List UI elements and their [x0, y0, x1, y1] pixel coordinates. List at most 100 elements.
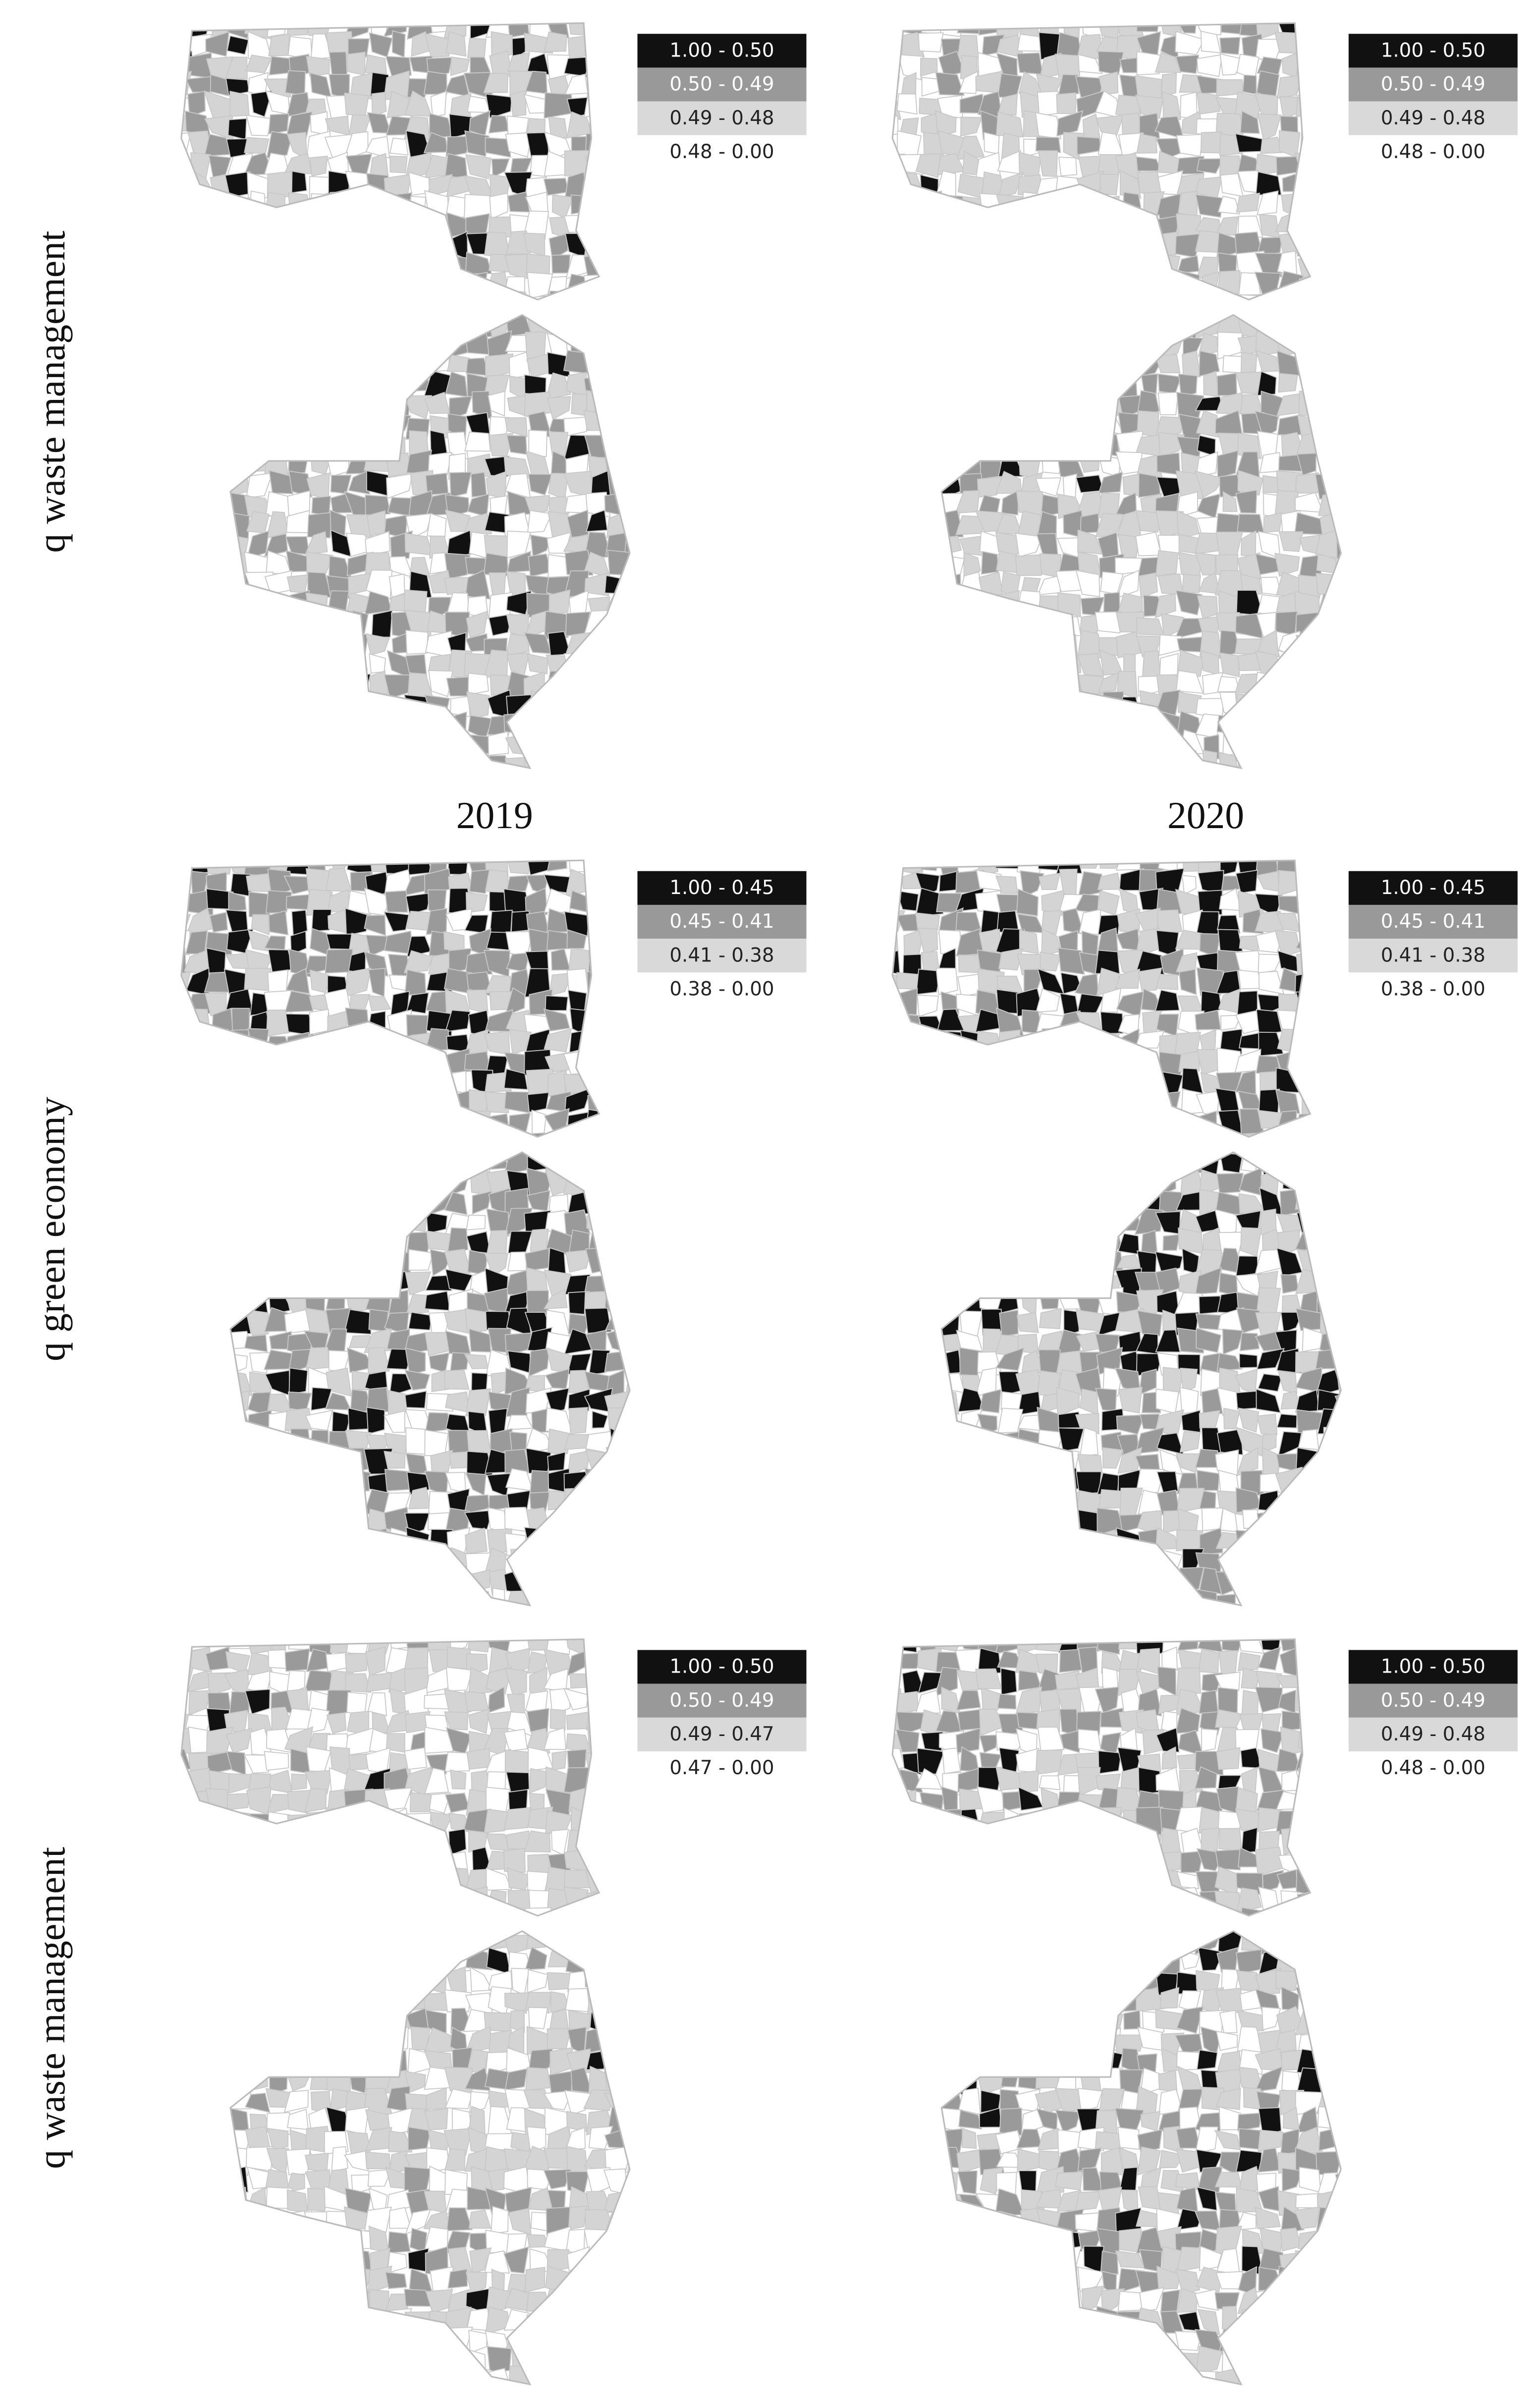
municipality: [324, 1970, 349, 1992]
municipality: [1240, 1227, 1262, 1257]
municipality: [283, 352, 313, 380]
municipality: [1315, 412, 1341, 439]
municipality: [181, 1686, 187, 1716]
municipality: [445, 1170, 471, 1195]
municipality: [450, 56, 470, 76]
municipality: [1162, 91, 1182, 120]
municipality: [624, 191, 630, 218]
municipality: [1161, 1646, 1178, 1672]
municipality: [1058, 1272, 1083, 1292]
municipality: [328, 1447, 346, 1474]
municipality: [892, 170, 900, 200]
municipality: [1176, 1667, 1201, 1695]
municipality: [204, 673, 234, 700]
municipality: [181, 713, 194, 735]
municipality: [465, 569, 491, 600]
municipality: [998, 671, 1022, 695]
municipality: [424, 33, 451, 58]
municipality: [464, 2387, 493, 2408]
municipality: [1037, 1486, 1062, 1514]
municipality: [1235, 371, 1262, 394]
municipality: [247, 1150, 267, 1174]
municipality: [1296, 1789, 1323, 1816]
municipality: [583, 252, 609, 278]
municipality: [1181, 574, 1201, 594]
municipality: [1054, 1109, 1084, 1129]
municipality: [189, 2227, 212, 2255]
municipality: [181, 690, 192, 717]
municipality: [465, 1992, 493, 2014]
municipality: [549, 1687, 571, 1716]
municipality: [1195, 451, 1218, 478]
municipality: [897, 1307, 919, 1337]
municipality: [545, 2331, 566, 2355]
municipality: [1315, 1150, 1341, 1169]
municipality: [999, 211, 1021, 239]
municipality: [486, 1907, 508, 1929]
municipality: [181, 1410, 194, 1433]
municipality: [563, 1434, 590, 1450]
municipality: [586, 860, 610, 878]
municipality: [960, 210, 983, 239]
municipality: [623, 1011, 630, 1032]
municipality: [326, 1092, 353, 1117]
municipality: [205, 1812, 226, 1835]
municipality: [444, 1369, 470, 1390]
municipality: [976, 433, 997, 459]
municipality: [364, 2206, 392, 2233]
municipality: [344, 733, 368, 754]
municipality: [892, 1652, 902, 1673]
municipality: [1056, 431, 1082, 460]
municipality: [896, 1812, 924, 1834]
municipality: [344, 1653, 368, 1674]
municipality: [1098, 471, 1123, 494]
municipality: [916, 1349, 943, 1374]
municipality: [1335, 290, 1341, 317]
municipality: [444, 711, 467, 738]
municipality: [305, 1068, 332, 1093]
municipality: [563, 1910, 592, 1931]
municipality: [960, 712, 985, 733]
municipality: [227, 614, 252, 638]
municipality: [1115, 293, 1144, 319]
municipality: [186, 2130, 213, 2150]
municipality: [999, 691, 1024, 719]
municipality: [624, 330, 630, 357]
municipality: [624, 533, 630, 558]
municipality: [623, 410, 630, 437]
municipality: [325, 2305, 346, 2336]
municipality: [364, 1872, 394, 1888]
municipality: [1282, 1169, 1302, 1191]
municipality: [465, 2271, 488, 2296]
municipality: [975, 1189, 1003, 1212]
municipality: [1299, 1172, 1321, 1192]
municipality: [524, 1248, 549, 1272]
municipality: [608, 275, 630, 298]
municipality: [607, 1652, 630, 1673]
municipality: [205, 1454, 232, 1473]
municipality: [995, 1529, 1020, 1549]
municipality: [1078, 871, 1103, 897]
municipality: [446, 2207, 473, 2232]
municipality: [892, 1408, 905, 1434]
municipality: [231, 1008, 250, 1034]
municipality: [207, 1387, 230, 1417]
legend-label: 0.50 - 0.49: [669, 73, 774, 96]
municipality: [267, 314, 288, 339]
municipality: [1016, 1491, 1039, 1513]
municipality: [445, 1666, 473, 1692]
municipality: [898, 512, 924, 538]
municipality: [607, 1768, 630, 1791]
region-outline: [891, 859, 1312, 1138]
municipality: [308, 1866, 329, 1894]
municipality: [957, 736, 982, 754]
municipality: [266, 1068, 293, 1092]
municipality: [996, 1466, 1025, 1495]
municipality: [564, 1509, 593, 1532]
municipality: [207, 293, 234, 313]
municipality: [246, 1247, 273, 1277]
municipality: [385, 1154, 412, 1177]
municipality: [1318, 294, 1341, 316]
municipality: [586, 390, 613, 412]
municipality: [224, 2329, 254, 2354]
